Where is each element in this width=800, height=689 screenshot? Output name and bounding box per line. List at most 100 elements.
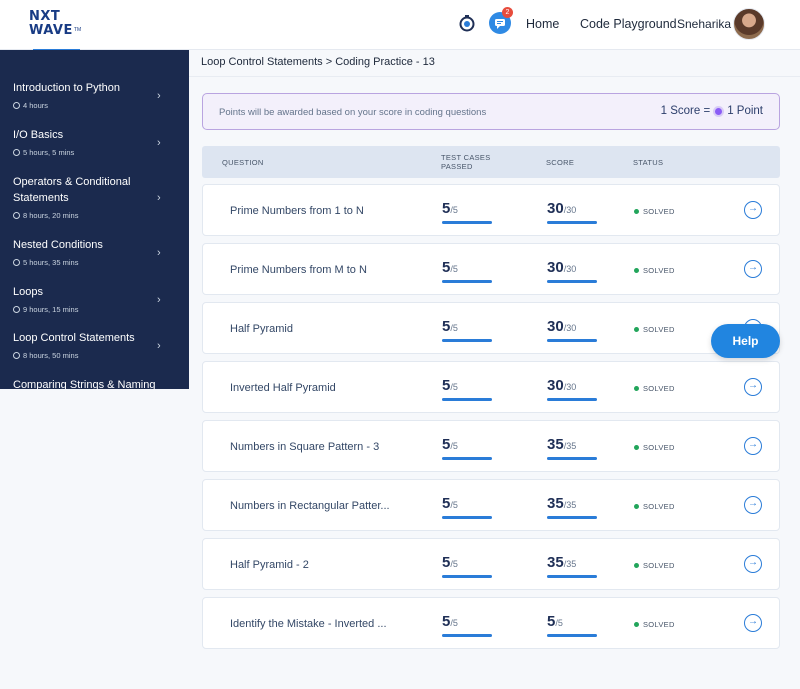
- score: 35/35: [547, 495, 597, 519]
- question-name[interactable]: Prime Numbers from 1 to N: [230, 205, 364, 217]
- banner-text: Points will be awarded based on your sco…: [219, 107, 487, 118]
- score-progress-bar: [547, 398, 597, 401]
- score-progress-bar: [547, 457, 597, 460]
- score-progress-bar: [547, 575, 597, 578]
- arrow-right-circle-icon[interactable]: →: [744, 555, 762, 573]
- notification-badge: 2: [502, 7, 513, 18]
- header-question: QUESTION: [222, 158, 264, 167]
- status-badge: SOLVED: [634, 443, 675, 452]
- clock-icon: [13, 212, 20, 219]
- table-row[interactable]: Prime Numbers from M to N 5/5 30/30 SOLVED →: [202, 243, 780, 295]
- question-name[interactable]: Numbers in Rectangular Patter...: [230, 500, 390, 512]
- header-score: SCORE: [546, 158, 575, 167]
- arrow-right-circle-icon[interactable]: →: [744, 496, 762, 514]
- header-status: STATUS: [633, 158, 664, 167]
- chevron-right-icon: ›: [157, 192, 161, 204]
- sidebar-item-duration: 8 hours, 50 mins: [13, 351, 78, 360]
- top-header: NXT WAVETM 2 Home Code Playground Snehar…: [0, 0, 800, 51]
- status-dot: [634, 268, 639, 273]
- table-row[interactable]: Numbers in Rectangular Patter... 5/5 35/35…: [202, 479, 780, 531]
- stopwatch-icon[interactable]: [458, 14, 476, 32]
- test-cases-passed: 5/5: [442, 495, 492, 519]
- nxtwave-logo[interactable]: NXT WAVETM: [29, 10, 81, 37]
- test-cases-progress-fill: [442, 398, 492, 401]
- test-cases-progress-bar: [442, 221, 492, 224]
- arrow-right-circle-icon[interactable]: →: [744, 260, 762, 278]
- test-cases-progress-fill: [442, 339, 492, 342]
- chevron-right-icon: ›: [157, 294, 161, 306]
- score-progress-bar: [547, 221, 597, 224]
- test-cases-progress-bar: [442, 457, 492, 460]
- table-row[interactable]: Numbers in Square Pattern - 3 5/5 35/35 SOL…: [202, 420, 780, 472]
- test-cases-progress-bar: [442, 339, 492, 342]
- question-name[interactable]: Numbers in Square Pattern - 3: [230, 441, 380, 453]
- table-header: QUESTION TEST CASES PASSED SCORE STATUS: [202, 146, 780, 178]
- test-cases-progress-bar: [442, 398, 492, 401]
- avatar[interactable]: [733, 8, 765, 40]
- test-cases-progress-fill: [442, 457, 492, 460]
- arrow-right-circle-icon[interactable]: →: [744, 201, 762, 219]
- coin-icon: [713, 105, 725, 117]
- score-progress-bar: [547, 634, 597, 637]
- test-cases-progress-bar: [442, 280, 492, 283]
- score-progress-fill: [547, 221, 597, 224]
- test-cases-progress-fill: [442, 280, 492, 283]
- score-conversion-right: 1 Point: [727, 105, 763, 117]
- status-dot: [634, 563, 639, 568]
- table-row[interactable]: Half Pyramid - 2 5/5 35/35 SOLVED →: [202, 538, 780, 590]
- table-row[interactable]: Inverted Half Pyramid 5/5 30/30 SOLVED →: [202, 361, 780, 413]
- test-cases-progress-bar: [442, 575, 492, 578]
- header-test-cases: TEST CASES PASSED: [441, 153, 491, 171]
- question-name[interactable]: Prime Numbers from M to N: [230, 264, 367, 276]
- sidebar-item-duration: 4 hours: [13, 101, 48, 110]
- status-badge: SOLVED: [634, 325, 675, 334]
- score: 30/30: [547, 377, 597, 401]
- question-name[interactable]: Half Pyramid - 2: [230, 559, 309, 571]
- sidebar-item-duration: 8 hours, 20 mins: [13, 211, 78, 220]
- status-badge: SOLVED: [634, 620, 675, 629]
- score-progress-fill: [547, 339, 597, 342]
- user-name[interactable]: Sneharika: [677, 17, 732, 31]
- status-badge: SOLVED: [634, 266, 675, 275]
- status-dot: [634, 622, 639, 627]
- sidebar-item-duration: 5 hours, 35 mins: [13, 258, 78, 267]
- score-progress-fill: [547, 516, 597, 519]
- test-cases-passed: 5/5: [442, 613, 492, 637]
- arrow-right-circle-icon[interactable]: →: [744, 437, 762, 455]
- test-cases-progress-fill: [442, 634, 492, 637]
- score-progress-fill: [547, 575, 597, 578]
- clock-icon: [13, 102, 20, 109]
- chevron-right-icon: ›: [157, 340, 161, 352]
- breadcrumb-divider: [189, 76, 800, 77]
- status-dot: [634, 386, 639, 391]
- test-cases-passed: 5/5: [442, 318, 492, 342]
- question-name[interactable]: Inverted Half Pyramid: [230, 382, 336, 394]
- logo-line2: WAVE: [29, 23, 73, 38]
- test-cases-progress-fill: [442, 516, 492, 519]
- sidebar-item-title: Operators & Conditional Statements: [13, 176, 131, 204]
- help-button[interactable]: Help: [711, 324, 780, 358]
- test-cases-progress-fill: [442, 575, 492, 578]
- score: 5/5: [547, 613, 597, 637]
- nav-home-link[interactable]: Home: [526, 17, 560, 31]
- arrow-right-circle-icon[interactable]: →: [744, 614, 762, 632]
- arrow-right-circle-icon[interactable]: →: [744, 378, 762, 396]
- clock-icon: [13, 149, 20, 156]
- clock-icon: [13, 306, 20, 313]
- clock-icon: [13, 259, 20, 266]
- table-row[interactable]: Prime Numbers from 1 to N 5/5 30/30 SOLVED →: [202, 184, 780, 236]
- table-row[interactable]: Identify the Mistake - Inverted ... 5/5 5/…: [202, 597, 780, 649]
- nav-code-playground-link[interactable]: Code Playground: [580, 17, 677, 31]
- clock-icon: [13, 352, 20, 359]
- sidebar-item-duration: 9 hours, 15 mins: [13, 305, 78, 314]
- points-info-banner: Points will be awarded based on your sco…: [202, 93, 780, 130]
- score-progress-bar: [547, 516, 597, 519]
- test-cases-passed: 5/5: [442, 259, 492, 283]
- question-name[interactable]: Identify the Mistake - Inverted ...: [230, 618, 387, 630]
- score: 30/30: [547, 318, 597, 342]
- test-cases-passed: 5/5: [442, 200, 492, 224]
- logo-tm: TM: [73, 27, 82, 33]
- question-name[interactable]: Half Pyramid: [230, 323, 293, 335]
- sidebar-item-title: Loops: [13, 286, 43, 298]
